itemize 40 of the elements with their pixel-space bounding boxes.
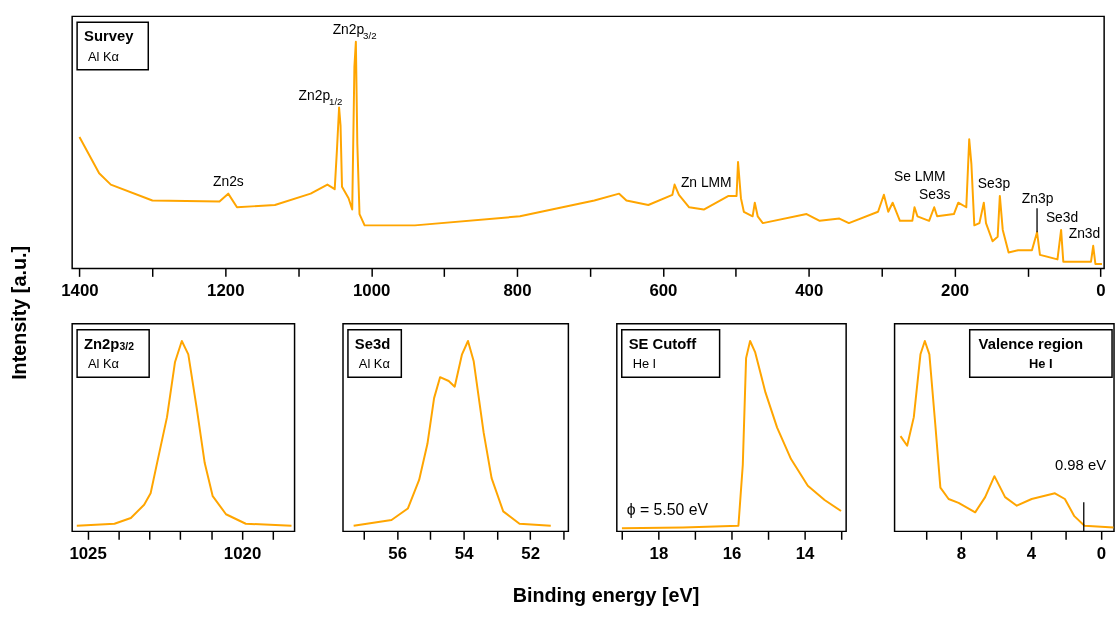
annotation: Se3s bbox=[918, 186, 951, 203]
annotation: Zn3p bbox=[1021, 190, 1054, 207]
chart-title: Se3d bbox=[354, 335, 391, 352]
x-tick-label: 1000 bbox=[352, 280, 391, 300]
text: He I bbox=[632, 356, 657, 372]
chart-title: Survey bbox=[84, 28, 135, 45]
x-tick-label: 0 bbox=[1096, 280, 1106, 300]
annotation: Zn LMM bbox=[680, 173, 732, 190]
annotation: Se3d bbox=[1045, 209, 1079, 226]
text: Al Kα bbox=[87, 356, 120, 372]
annotation: ϕ = 5.50 eV bbox=[626, 500, 709, 518]
ref-line-label: 0.98 eV bbox=[1054, 457, 1107, 474]
x-axis-title: Binding energy [eV] bbox=[512, 583, 700, 606]
y-axis-title: Intensity [a.u.] bbox=[7, 245, 30, 380]
x-tick-label: 52 bbox=[521, 543, 540, 563]
annotation: Se3p bbox=[977, 175, 1011, 192]
x-tick-label: 54 bbox=[454, 543, 475, 563]
x-tick-label: 600 bbox=[649, 280, 678, 300]
x-tick-label: 56 bbox=[388, 543, 408, 563]
x-tick-label: 400 bbox=[795, 280, 824, 300]
annotation: Zn2s bbox=[213, 172, 244, 189]
x-tick-label: 1400 bbox=[61, 280, 99, 300]
x-tick-label: 200 bbox=[941, 280, 970, 300]
chart-title: Valence region bbox=[978, 335, 1084, 352]
x-tick-label: 1020 bbox=[223, 543, 262, 563]
text: He I bbox=[1029, 356, 1053, 372]
chart-title: SE Cutoff bbox=[628, 335, 697, 352]
annotation: Se LMM bbox=[894, 167, 946, 184]
x-tick-label: 0 bbox=[1096, 543, 1107, 563]
annotation: Zn3d bbox=[1068, 224, 1101, 241]
x-tick-label: 18 bbox=[649, 543, 669, 563]
x-tick-label: 1025 bbox=[69, 543, 107, 563]
x-tick-label: 800 bbox=[503, 280, 532, 300]
text: Al Kα bbox=[358, 356, 391, 372]
x-tick-label: 14 bbox=[795, 543, 816, 563]
x-tick-label: 16 bbox=[722, 543, 742, 563]
text: Al Kα bbox=[87, 48, 120, 64]
x-tick-label: 8 bbox=[956, 543, 967, 563]
x-tick-label: 1200 bbox=[207, 280, 245, 300]
x-tick-label: 4 bbox=[1026, 543, 1037, 563]
